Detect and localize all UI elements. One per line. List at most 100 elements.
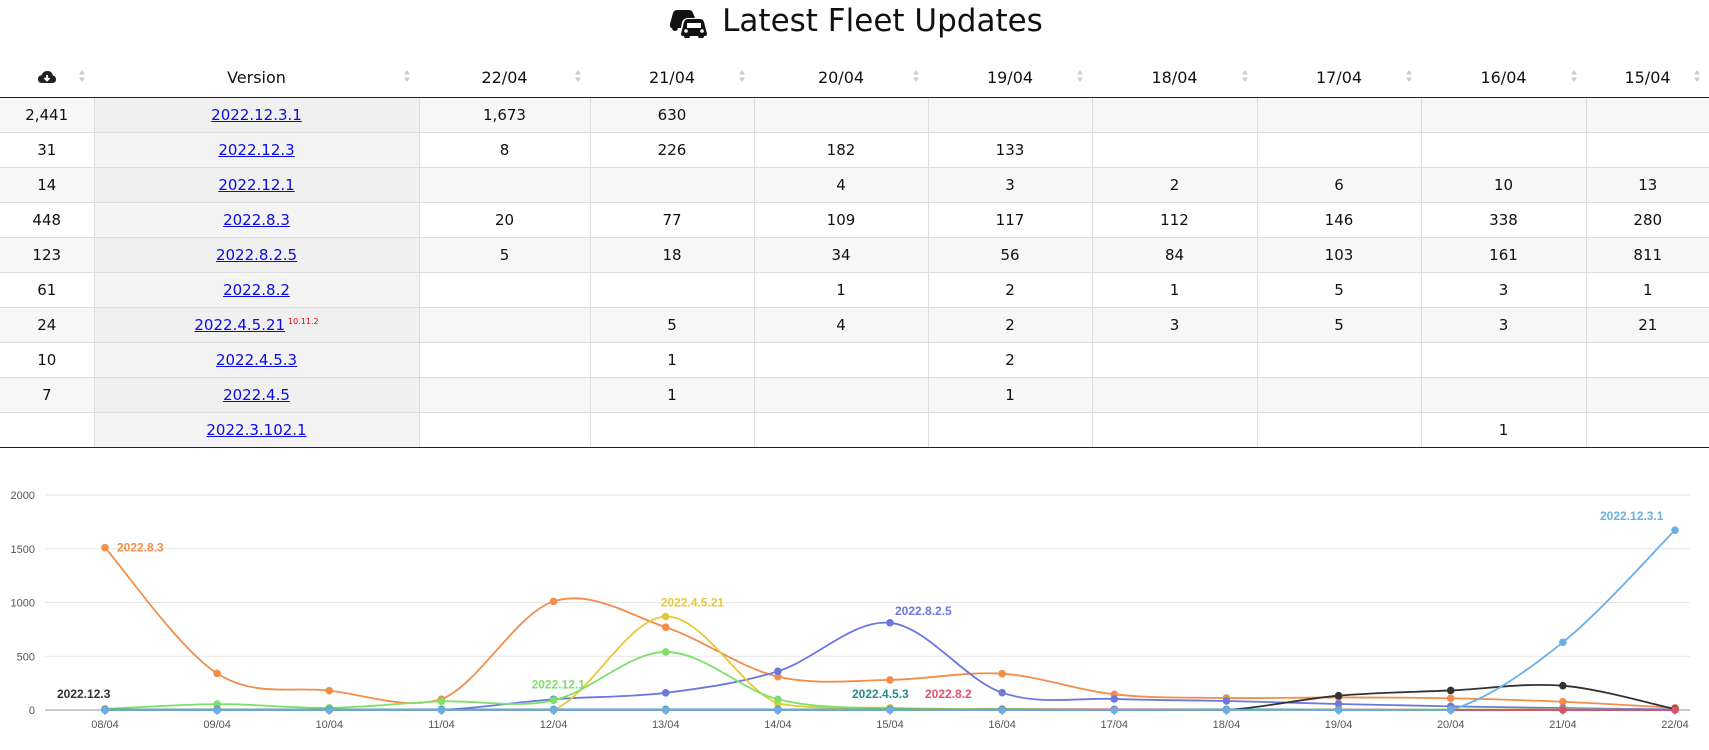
data-point[interactable] <box>1110 706 1119 714</box>
data-point[interactable] <box>774 706 782 714</box>
daily-count-cell: 811 <box>1586 237 1709 273</box>
data-point[interactable] <box>213 700 221 708</box>
data-point[interactable] <box>886 619 894 627</box>
data-point[interactable] <box>101 543 109 552</box>
data-point[interactable] <box>1446 686 1455 695</box>
daily-count-cell <box>1092 342 1258 378</box>
version-link[interactable]: 2022.12.1 <box>218 176 295 194</box>
table-row: 10 2022.4.5.3 1 2 <box>0 342 1709 378</box>
daily-count-cell <box>1092 97 1258 133</box>
data-point[interactable] <box>1446 694 1455 703</box>
data-point[interactable] <box>1671 706 1679 714</box>
data-point[interactable] <box>886 706 894 714</box>
version-link[interactable]: 2022.4.5 <box>223 386 290 404</box>
data-point[interactable] <box>886 676 894 684</box>
column-header[interactable]: 22/04 <box>419 57 590 98</box>
data-point[interactable] <box>998 706 1006 714</box>
column-header[interactable]: 19/04 <box>928 57 1092 98</box>
cloud-download-icon <box>38 71 56 83</box>
column-header[interactable]: 21/04 <box>590 57 754 98</box>
data-point[interactable] <box>437 706 446 714</box>
daily-count-cell <box>419 307 591 343</box>
data-point[interactable] <box>325 706 334 714</box>
daily-count-cell <box>590 412 755 448</box>
data-point[interactable] <box>661 706 670 714</box>
version-cell: 2022.4.5 <box>94 377 420 413</box>
data-point[interactable] <box>1559 697 1567 706</box>
data-point[interactable] <box>1559 706 1567 714</box>
version-link[interactable]: 2022.8.3 <box>223 211 290 229</box>
daily-count-cell: 1 <box>928 377 1093 413</box>
version-link[interactable]: 2022.3.102.1 <box>206 421 307 439</box>
daily-count-cell <box>590 167 755 203</box>
table-row: 31 2022.12.3 8 226 182 133 <box>0 132 1709 168</box>
sort-icon <box>913 70 919 82</box>
data-point[interactable] <box>1222 697 1231 705</box>
data-point[interactable] <box>101 706 109 714</box>
data-point[interactable] <box>437 697 446 706</box>
data-point[interactable] <box>661 623 670 632</box>
x-tick-label: 08/04 <box>91 719 119 731</box>
data-point[interactable] <box>1671 526 1679 534</box>
daily-count-cell <box>1092 412 1258 448</box>
data-point[interactable] <box>213 706 221 714</box>
version-link[interactable]: 2022.4.5.3 <box>215 351 298 369</box>
total-count-cell: 14 <box>0 167 95 203</box>
column-header[interactable]: 16/04 <box>1421 57 1586 98</box>
data-point[interactable] <box>1446 706 1455 714</box>
column-header[interactable]: 20/04 <box>754 57 928 98</box>
daily-count-cell <box>754 377 929 413</box>
data-point[interactable] <box>1334 706 1343 714</box>
column-header-total[interactable] <box>0 57 94 98</box>
data-point[interactable] <box>1334 700 1343 708</box>
data-point[interactable] <box>1559 638 1567 647</box>
daily-count-cell: 117 <box>928 202 1093 238</box>
version-link[interactable]: 2022.4.5.21 <box>194 316 286 334</box>
data-point[interactable] <box>661 689 670 697</box>
version-link[interactable]: 2022.12.3.1 <box>211 106 302 124</box>
data-point[interactable] <box>998 669 1006 678</box>
data-point[interactable] <box>774 695 782 704</box>
data-point[interactable] <box>998 688 1006 697</box>
daily-count-cell <box>1257 132 1422 168</box>
total-count-cell: 31 <box>0 132 95 168</box>
page-title: Latest Fleet Updates <box>722 3 1043 39</box>
data-point[interactable] <box>774 667 782 676</box>
data-point[interactable] <box>549 706 558 714</box>
series-label: 2022.8.2 <box>925 687 972 701</box>
data-point[interactable] <box>774 672 782 681</box>
data-point[interactable] <box>1559 681 1567 690</box>
table-row: 448 2022.8.3 20 77 109 117 112 146 338 280 <box>0 202 1709 238</box>
sort-icon <box>575 70 581 82</box>
daily-count-cell: 4 <box>754 167 929 203</box>
data-point[interactable] <box>1222 706 1231 714</box>
column-header-label: 17/04 <box>1315 67 1363 87</box>
daily-count-cell <box>754 412 929 448</box>
column-header[interactable]: 18/04 <box>1092 57 1257 98</box>
column-header[interactable]: 17/04 <box>1257 57 1421 98</box>
daily-count-cell: 109 <box>754 202 929 238</box>
fleet-line-chart: 0 500 1000 1500 2000 08/04 09/04 10/04 11/04 12/0… <box>11 490 1690 731</box>
data-point[interactable] <box>325 686 334 695</box>
sort-icon <box>1406 70 1412 82</box>
column-header[interactable]: Version <box>94 57 419 98</box>
daily-count-cell: 4 <box>754 307 929 343</box>
daily-count-cell <box>1421 342 1587 378</box>
version-link[interactable]: 2022.8.2.5 <box>215 246 298 264</box>
data-point[interactable] <box>549 597 558 606</box>
data-point[interactable] <box>661 648 670 656</box>
data-point[interactable] <box>1334 691 1343 700</box>
data-point[interactable] <box>661 612 670 621</box>
daily-count-cell: 112 <box>1092 202 1258 238</box>
daily-count-cell <box>419 412 591 448</box>
data-point[interactable] <box>1110 695 1119 703</box>
daily-count-cell: 34 <box>754 237 929 273</box>
daily-count-cell: 84 <box>1092 237 1258 273</box>
sort-icon <box>1242 70 1248 82</box>
data-point[interactable] <box>549 696 558 705</box>
data-point[interactable] <box>213 669 221 678</box>
version-link[interactable]: 2022.12.3 <box>218 141 295 159</box>
daily-count-cell: 133 <box>928 132 1093 168</box>
column-header[interactable]: 15/04 <box>1586 57 1709 98</box>
version-link[interactable]: 2022.8.2 <box>223 281 290 299</box>
